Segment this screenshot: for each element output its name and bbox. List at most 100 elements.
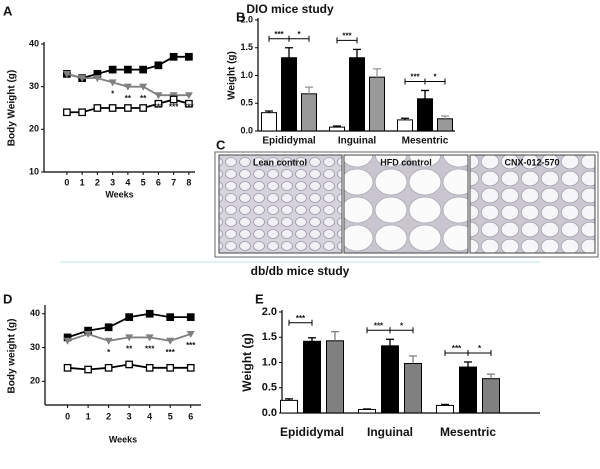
significance: * [297, 30, 301, 39]
y-axis-label: Weight (g) [240, 333, 254, 391]
y-tick-label: 10 [29, 166, 39, 176]
marker [154, 92, 163, 100]
marker [139, 65, 147, 74]
error-bar [441, 115, 449, 119]
category-label: Inguinal [338, 136, 377, 147]
histology-image [218, 154, 343, 254]
marker [63, 337, 72, 345]
significance: *** [184, 102, 194, 111]
y-axis-label: Body Weight (g) [7, 70, 18, 146]
bar [349, 57, 365, 132]
error-bar [409, 355, 417, 364]
bar [303, 340, 321, 414]
marker [78, 108, 86, 117]
significance: ** [126, 345, 133, 354]
x-tick-label: 5 [168, 411, 173, 421]
bar [436, 404, 454, 414]
marker [125, 334, 134, 342]
marker [145, 309, 154, 318]
significance: *** [186, 341, 196, 350]
bar [329, 126, 345, 132]
significance-bracket [467, 349, 492, 356]
bar [301, 93, 317, 132]
marker [78, 75, 87, 83]
x-tick-label: 4 [147, 411, 152, 421]
marker [139, 104, 147, 112]
significance-bracket [288, 319, 313, 326]
image-label: CNX-012-570 [504, 157, 559, 167]
significance: *** [410, 73, 420, 82]
marker [93, 104, 102, 112]
marker [104, 363, 113, 372]
histology-image [343, 154, 469, 254]
error-bar [285, 398, 293, 401]
y-tick-label: 0.5 [240, 98, 253, 108]
bar [404, 363, 422, 414]
x-tick-label: 3 [110, 177, 115, 187]
bar [482, 378, 500, 414]
bar [281, 57, 297, 132]
y-tick-label: 20 [29, 124, 39, 134]
y-tick-label: 1.0 [262, 356, 277, 368]
error-bar [363, 408, 371, 410]
significance: * [400, 321, 404, 330]
marker [145, 334, 154, 342]
marker [62, 70, 71, 78]
error-bar [386, 338, 394, 346]
x-tick-label: 1 [80, 177, 85, 187]
marker [154, 99, 163, 108]
marker [139, 83, 148, 91]
marker [125, 360, 134, 369]
error-bar [333, 125, 341, 128]
y-tick-label: 1.0 [240, 70, 253, 80]
marker [84, 365, 92, 374]
significance: *** [154, 102, 164, 111]
panel-letter: D [3, 291, 12, 306]
error-bar [464, 361, 472, 368]
significance: *** [169, 102, 179, 111]
significance-bracket [389, 327, 414, 334]
y-tick-label: 40 [30, 308, 40, 318]
marker [108, 79, 117, 87]
error-bar [305, 86, 313, 94]
y-tick-label: 40 [29, 38, 39, 48]
y-tick-label: 1.5 [262, 331, 277, 343]
bar [459, 366, 477, 414]
marker [186, 363, 195, 372]
x-tick-label: 2 [106, 411, 111, 421]
significance: * [433, 73, 437, 82]
bar [417, 98, 433, 132]
marker [166, 363, 175, 372]
marker [108, 104, 117, 112]
marker [169, 52, 178, 61]
significance: *** [374, 321, 384, 330]
histology-image [469, 154, 596, 254]
histology-panel: Lean control HFD control CNX-012-570 [214, 151, 599, 258]
panel-letter: E [255, 291, 264, 306]
marker [84, 331, 93, 339]
significance-bracket [336, 37, 358, 44]
marker [154, 61, 163, 70]
y-axis-label: Body weight (g) [7, 319, 18, 394]
marker [63, 108, 71, 117]
bar [261, 112, 277, 132]
bar [369, 76, 385, 132]
marker [186, 313, 195, 321]
section-title: db/db mice study [251, 264, 350, 278]
marker [108, 65, 117, 74]
significance: ** [140, 94, 147, 103]
marker [124, 65, 132, 74]
error-bar [265, 110, 273, 113]
error-bar [487, 373, 495, 379]
x-axis-label: Weeks [105, 189, 133, 199]
image-label: HFD control [380, 157, 432, 167]
section-title: DIO mice study [246, 2, 334, 16]
y-tick-label: 0.0 [240, 125, 253, 135]
marker [125, 313, 134, 321]
category-label: Epididymal [280, 425, 344, 439]
x-tick-label: 3 [127, 411, 132, 421]
significance: *** [296, 314, 306, 323]
panel-letter: A [3, 3, 13, 18]
category-label: Mesentric [402, 136, 449, 147]
